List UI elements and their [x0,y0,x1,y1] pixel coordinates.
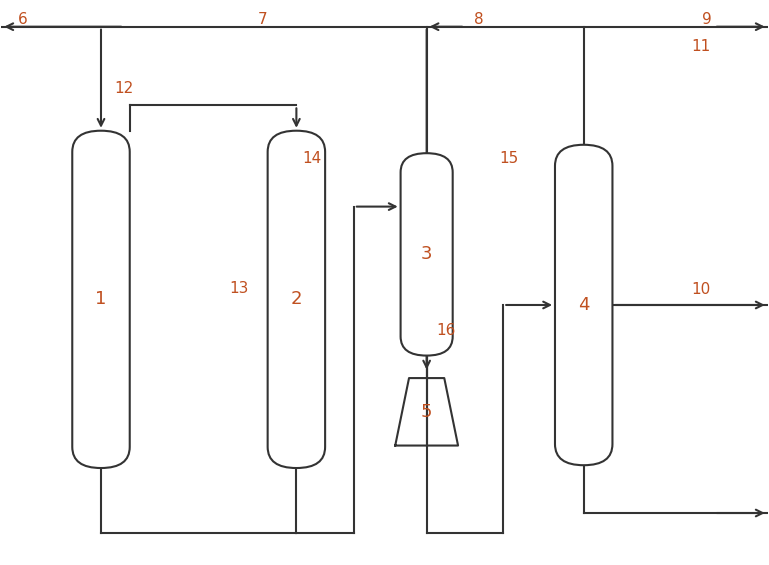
FancyBboxPatch shape [268,131,325,468]
Text: 2: 2 [291,290,302,308]
Text: 4: 4 [578,296,590,314]
Polygon shape [395,378,458,446]
Text: 5: 5 [421,403,432,421]
Text: 8: 8 [474,12,484,27]
FancyBboxPatch shape [72,131,130,468]
Text: 13: 13 [230,281,249,295]
Text: 1: 1 [95,290,107,308]
FancyBboxPatch shape [401,153,453,355]
Text: 3: 3 [421,245,432,263]
Text: 12: 12 [115,81,134,96]
Text: 10: 10 [691,282,711,297]
Text: 16: 16 [436,323,455,338]
Text: 9: 9 [703,12,712,27]
FancyBboxPatch shape [555,145,612,465]
Text: 7: 7 [258,12,268,27]
Text: 15: 15 [499,151,518,166]
Text: 6: 6 [18,12,28,27]
Text: 14: 14 [302,151,321,166]
Text: 11: 11 [691,39,711,54]
